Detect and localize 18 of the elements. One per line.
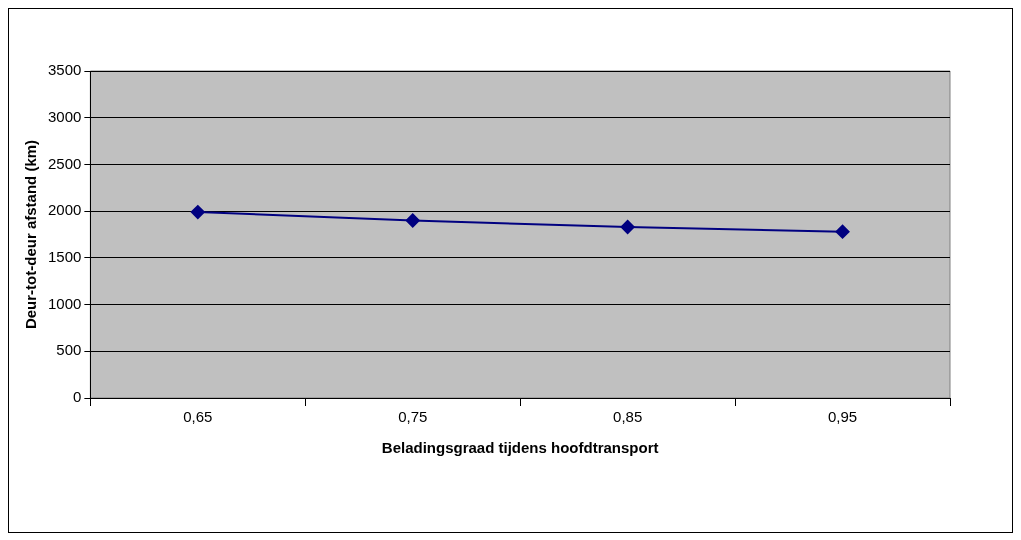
x-tick-label: 0,95 <box>827 408 858 426</box>
point <box>190 205 205 220</box>
x-tick-label: 0,75 <box>398 408 428 426</box>
x-tick-label: 0,65 <box>183 408 213 426</box>
y-tick-label: 3500 <box>47 61 82 79</box>
y-tick-label: 3000 <box>47 107 82 125</box>
y-tick-label: 2500 <box>47 154 82 172</box>
point <box>835 224 850 239</box>
point <box>620 220 635 235</box>
y-tick-label: 2000 <box>47 201 82 219</box>
y-axis-title: Deur-tot-deur afstand (km) <box>22 139 40 330</box>
y-tick-label: 1000 <box>47 294 82 312</box>
y-tick-label: 0 <box>73 388 82 406</box>
y-tick-label: 500 <box>56 341 82 359</box>
y-tick-label: 1500 <box>47 248 82 265</box>
point <box>405 213 420 228</box>
x-axis-title: Beladingsgraad tijdens hoofdtransport <box>381 439 659 457</box>
x-tick-label: 0,85 <box>613 408 643 426</box>
